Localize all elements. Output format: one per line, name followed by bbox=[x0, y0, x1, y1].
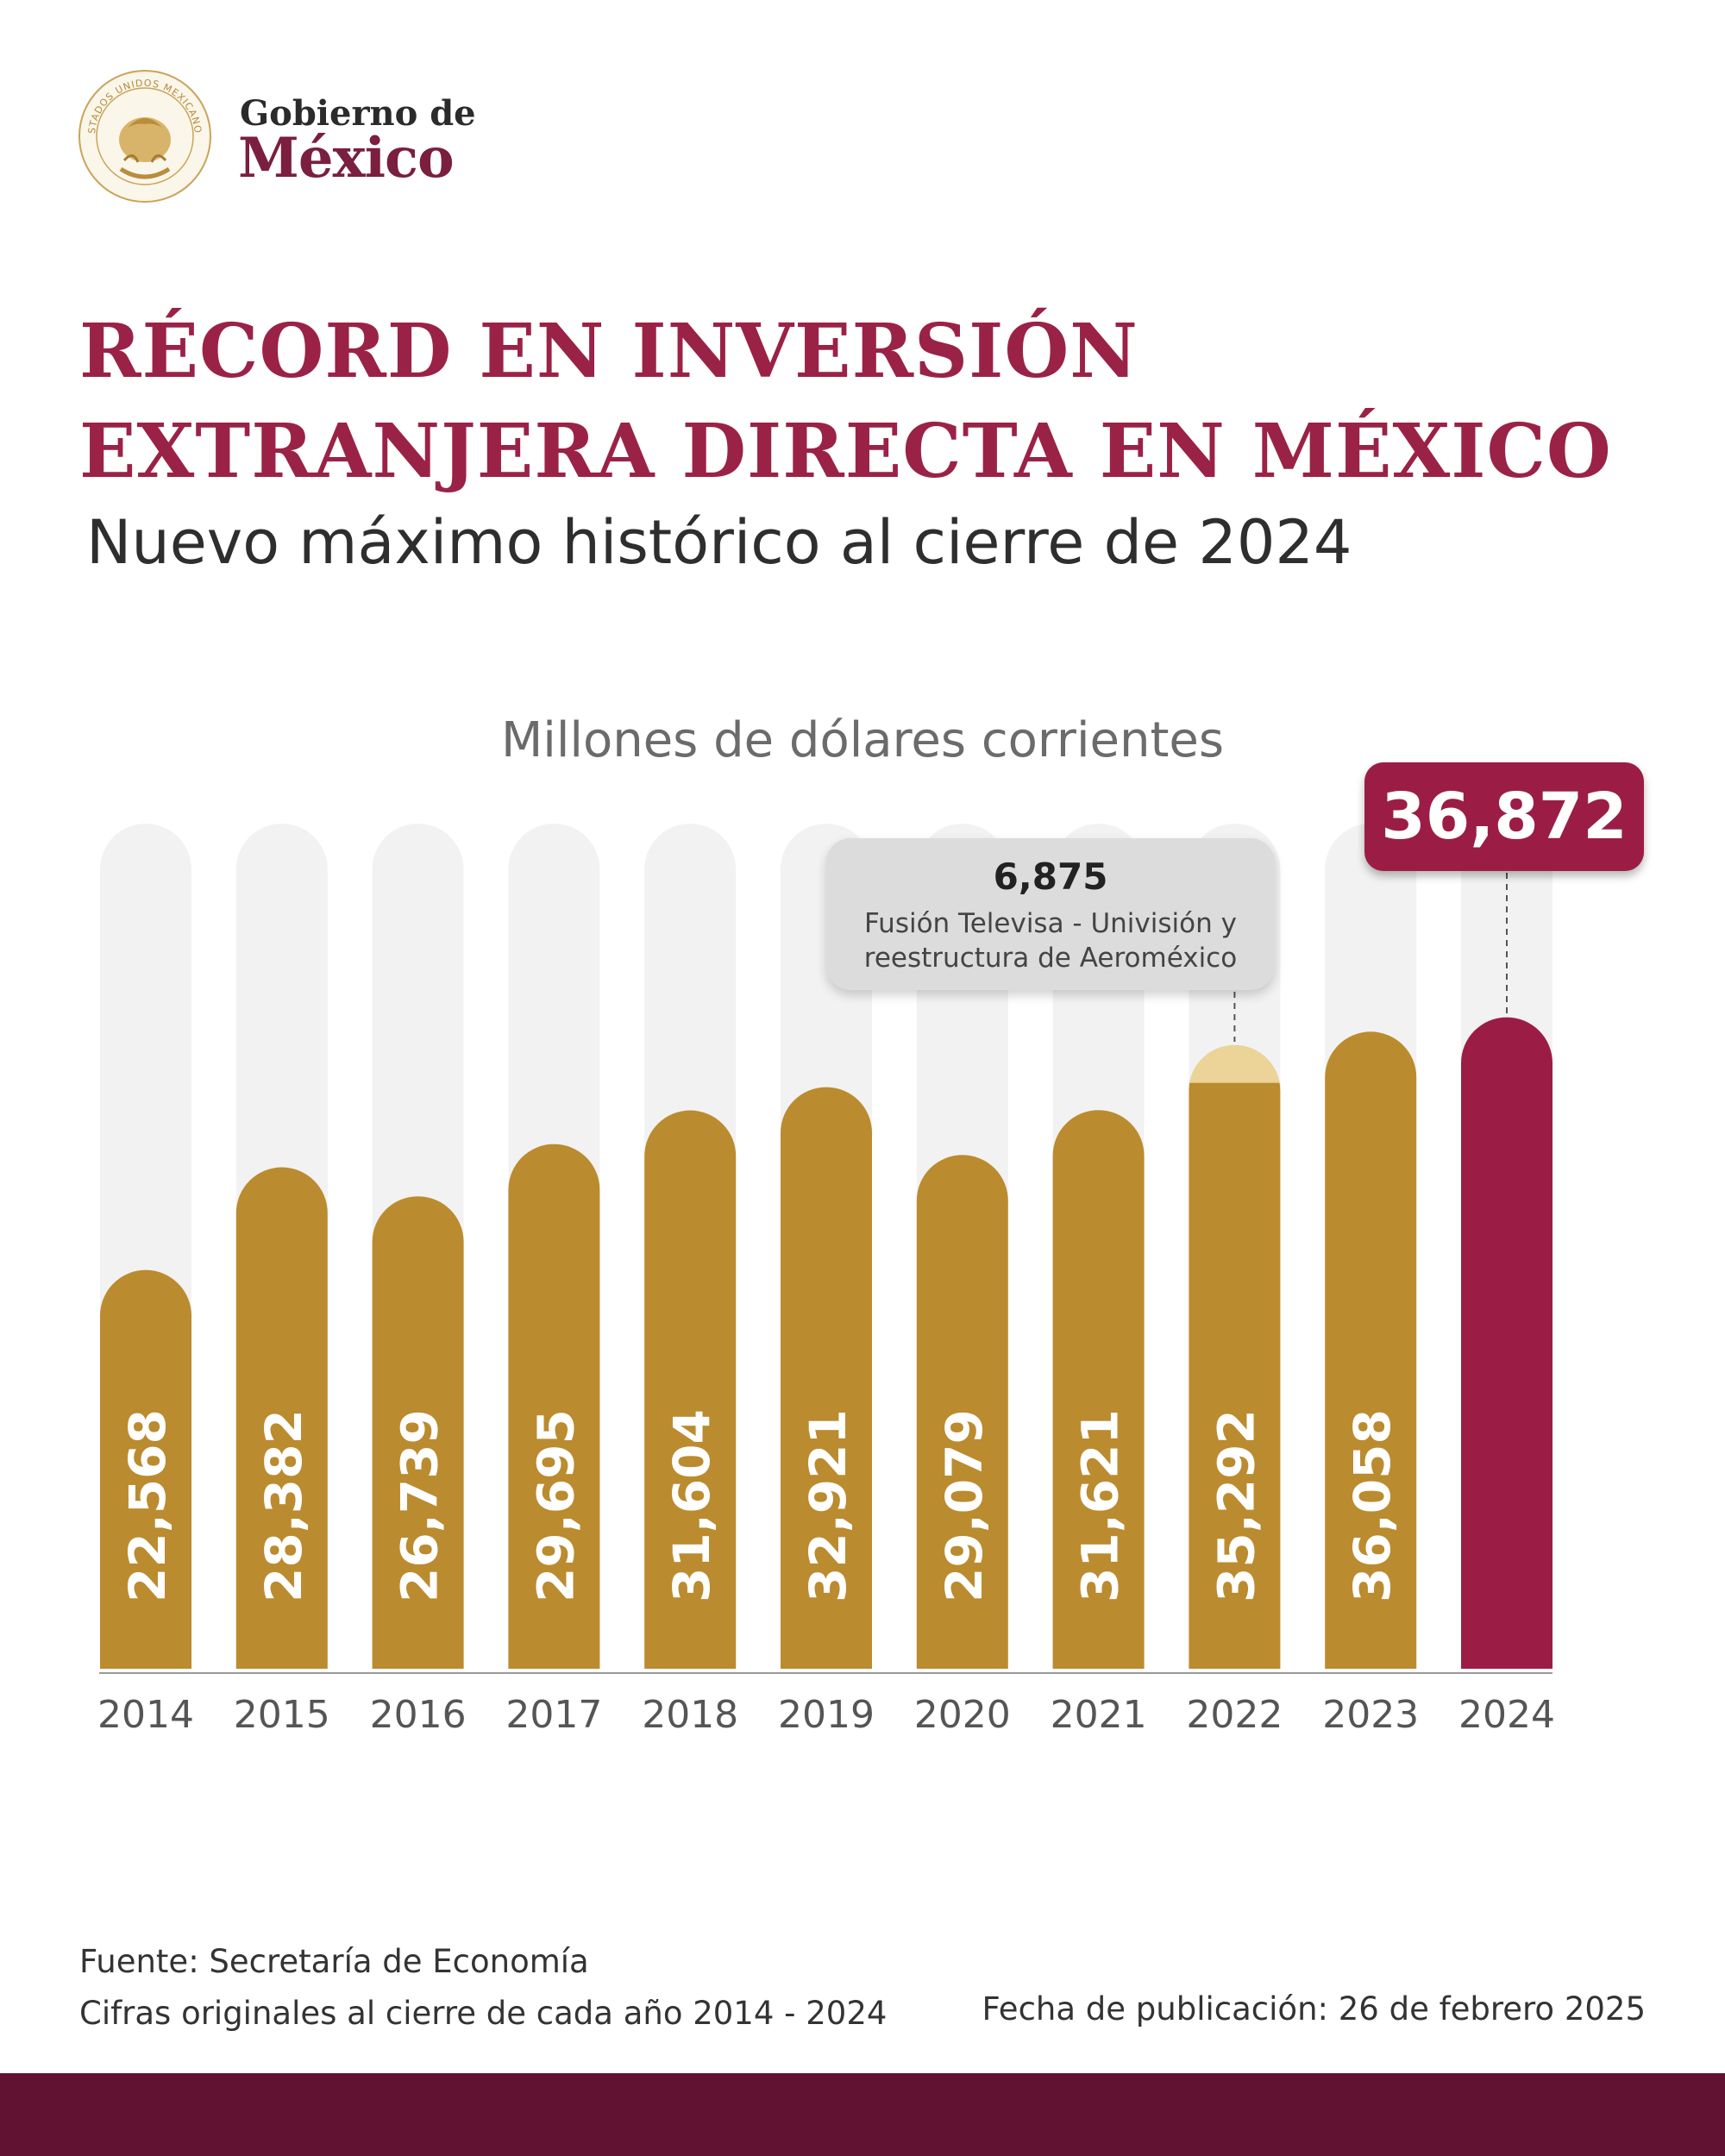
bar-2016 bbox=[372, 1196, 464, 1669]
x-tick-label: 2014 bbox=[97, 1693, 194, 1737]
annotation-callout: 6,875 Fusión Televisa - Univisión y rees… bbox=[826, 838, 1275, 990]
bar-2017 bbox=[508, 1144, 600, 1669]
source-text: Fuente: Secretaría de Economía bbox=[79, 1943, 589, 1980]
bar-2021 bbox=[1052, 1110, 1145, 1669]
bar-2020 bbox=[916, 1155, 1008, 1669]
bar-value-label: 26,739 bbox=[391, 1409, 449, 1602]
x-tick-label: 2017 bbox=[505, 1693, 602, 1737]
annotation-note-line1: Fusión Televisa - Univisión y bbox=[864, 908, 1237, 939]
bar-2014 bbox=[100, 1269, 191, 1669]
x-tick-label: 2020 bbox=[914, 1693, 1011, 1737]
y-axis-label: Millones de dólares corrientes bbox=[500, 712, 1225, 768]
bar-value-label: 31,621 bbox=[1071, 1409, 1130, 1602]
bar-value-label: 36,058 bbox=[1343, 1409, 1402, 1602]
bar-2024 bbox=[1461, 1017, 1552, 1669]
footer-bar bbox=[0, 2073, 1725, 2156]
x-tick-label: 2023 bbox=[1322, 1693, 1419, 1737]
coat-of-arms-icon: ESTADOS UNIDOS MEXICANOS bbox=[76, 67, 211, 203]
page-subtitle: Nuevo máximo histórico al cierre de 2024 bbox=[86, 507, 1352, 578]
highlight-value-badge: 36,872 bbox=[1364, 762, 1644, 871]
bar-2022 bbox=[1189, 1045, 1281, 1669]
period-note: Cifras originales al cierre de cada año … bbox=[79, 1995, 888, 2032]
x-tick-label: 2018 bbox=[642, 1693, 738, 1737]
gobierno-logo: ESTADOS UNIDOS MEXICANOS Gobierno de Méx… bbox=[76, 60, 476, 216]
bar-2015 bbox=[235, 1167, 328, 1669]
brand-small-text: Gobierno de bbox=[240, 93, 476, 134]
bar-value-label: 31,604 bbox=[662, 1409, 721, 1602]
x-tick-label: 2022 bbox=[1186, 1693, 1283, 1737]
bar-2019 bbox=[781, 1087, 872, 1669]
bar-segment-annotated bbox=[1189, 1045, 1281, 1091]
bar-value-label: 35,292 bbox=[1207, 1409, 1265, 1602]
bar-value-label: 29,695 bbox=[526, 1409, 585, 1602]
publication-date: Fecha de publicación: 26 de febrero 2025 bbox=[982, 1990, 1646, 2028]
brand-large-text: México bbox=[238, 126, 455, 191]
x-tick-label: 2021 bbox=[1051, 1693, 1147, 1737]
annotation-value: 6,875 bbox=[993, 856, 1108, 898]
bar-value-label: 32,921 bbox=[799, 1409, 857, 1602]
bar-2023 bbox=[1325, 1031, 1417, 1669]
page-title: RÉCORD EN INVERSIÓN EXTRANJERA DIRECTA E… bbox=[79, 308, 1612, 495]
annotation-note-line2: reestructura de Aeroméxico bbox=[863, 943, 1238, 974]
x-tick-label: 2019 bbox=[778, 1693, 875, 1737]
x-tick-label: 2024 bbox=[1458, 1693, 1555, 1737]
x-tick-label: 2016 bbox=[370, 1693, 467, 1737]
bar-value-label: 29,079 bbox=[935, 1409, 994, 1602]
bar-value-label: 28,382 bbox=[254, 1409, 313, 1602]
x-tick-label: 2015 bbox=[234, 1693, 330, 1737]
bar-value-label: 22,568 bbox=[118, 1409, 177, 1602]
bar-2018 bbox=[644, 1110, 737, 1669]
